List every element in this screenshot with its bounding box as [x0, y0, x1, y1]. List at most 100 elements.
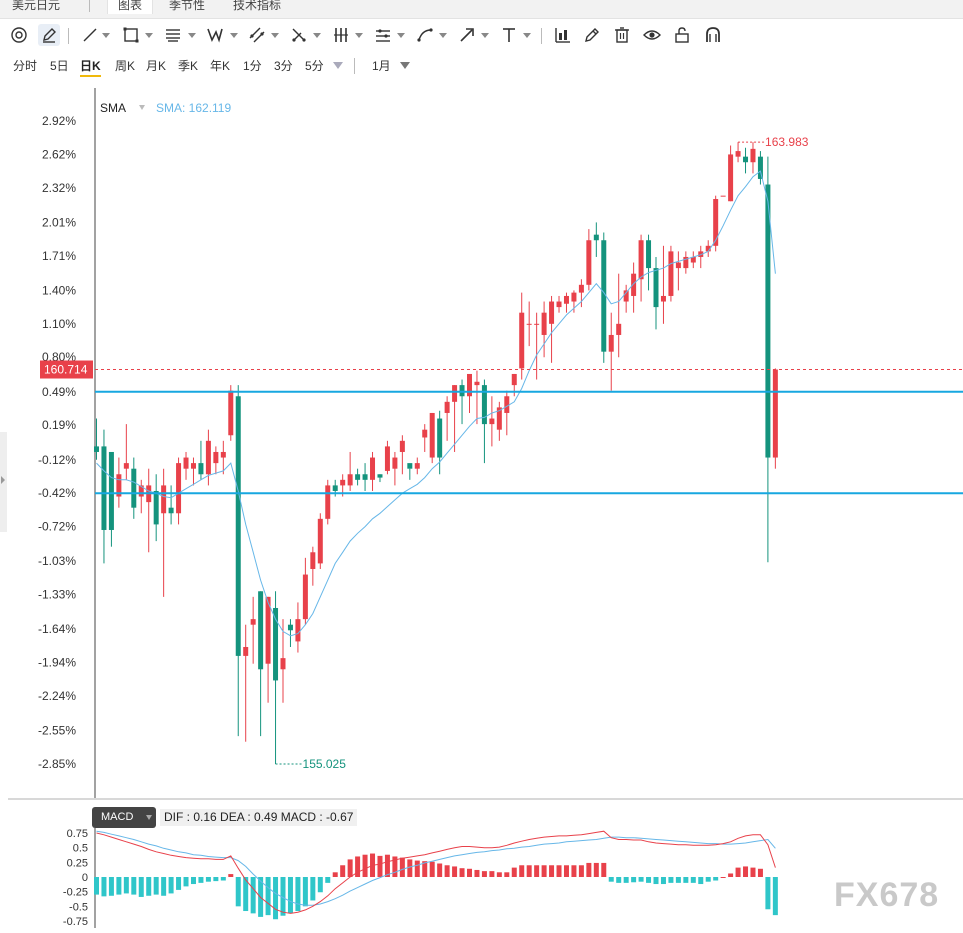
macd-bar — [437, 863, 443, 877]
pattern-tool-icon[interactable] — [204, 24, 226, 46]
current-price-box — [40, 360, 93, 379]
macd-bar — [123, 877, 129, 894]
macd-bar — [474, 869, 480, 877]
macd-bar — [757, 868, 763, 877]
sma-chevron-icon[interactable] — [139, 105, 145, 110]
chart-type-icon[interactable] — [552, 24, 574, 46]
chevron-down-icon[interactable] — [397, 33, 405, 38]
macd-tick-label: -0.5 — [69, 901, 88, 913]
macd-bar — [355, 856, 361, 877]
chevron-down-icon[interactable] — [188, 33, 196, 38]
line-tool-icon[interactable] — [79, 24, 101, 46]
chevron-down-icon[interactable] — [333, 62, 343, 69]
macd-chart[interactable]: 0.75 0.5 0.25 0 -0.25 -0.5 -0.75 — [0, 828, 963, 928]
tab-indicators[interactable]: 技术指标 — [233, 0, 282, 12]
candle-body — [161, 485, 167, 514]
range-select[interactable]: 1月 — [372, 59, 391, 73]
rectangle-tool-icon[interactable] — [120, 24, 142, 46]
period-monthly[interactable]: 月K — [146, 59, 167, 73]
watermark-logo: FX678 — [834, 876, 940, 914]
macd-bar — [467, 868, 472, 877]
macd-bar — [138, 877, 144, 897]
fibonacci-tool-icon[interactable] — [162, 24, 184, 46]
candle-body — [340, 479, 346, 486]
chart-settings-icon[interactable] — [8, 24, 30, 46]
candle-body — [265, 596, 271, 664]
period-weekly[interactable]: 周K — [115, 59, 136, 73]
candle-body — [556, 301, 562, 308]
period-3min[interactable]: 3分 — [274, 59, 293, 73]
candle-body — [183, 457, 189, 469]
chevron-down-icon[interactable] — [313, 33, 321, 38]
macd-bar — [243, 877, 249, 912]
macd-bar — [176, 877, 182, 890]
period-daily[interactable]: 日K — [80, 57, 101, 77]
chevron-down-icon[interactable] — [145, 33, 153, 38]
trash-icon[interactable] — [611, 24, 633, 46]
parallel-lines-icon[interactable] — [372, 24, 394, 46]
period-yearly[interactable]: 年K — [210, 59, 231, 73]
period-quarterly[interactable]: 季K — [178, 59, 199, 73]
period-5min[interactable]: 5分 — [305, 59, 324, 73]
price-tick-label: -1.64% — [38, 622, 76, 636]
chevron-down-icon[interactable] — [271, 33, 279, 38]
macd-axis: 0.75 0.5 0.25 0 -0.25 -0.5 -0.75 — [63, 828, 88, 928]
panel-divider[interactable] — [8, 798, 963, 800]
candle-body — [772, 369, 778, 458]
shape-tool-icon[interactable] — [414, 24, 436, 46]
macd-bar — [683, 877, 689, 883]
chevron-down-icon[interactable] — [439, 33, 447, 38]
trend-channel-icon[interactable] — [246, 24, 268, 46]
macd-bar — [608, 877, 614, 882]
chevron-down-icon[interactable] — [355, 33, 363, 38]
eye-icon[interactable] — [641, 24, 663, 46]
sidebar-toggle[interactable] — [0, 432, 7, 532]
arrow-tool-icon[interactable] — [456, 24, 478, 46]
text-tool-icon[interactable] — [498, 24, 520, 46]
measure-tool-icon[interactable] — [288, 24, 310, 46]
price-tick-label: 2.01% — [42, 215, 76, 229]
horizontal-lines[interactable] — [95, 390, 963, 495]
macd-bar — [131, 877, 137, 895]
candle-body — [578, 284, 584, 293]
tab-chart[interactable]: 图表 — [107, 0, 154, 14]
macd-bar — [235, 877, 241, 907]
candle-body — [698, 251, 704, 257]
chevron-down-icon[interactable] — [481, 33, 489, 38]
macd-bar — [220, 877, 226, 881]
chevron-down-icon[interactable] — [523, 33, 531, 38]
brush-icon[interactable] — [38, 24, 60, 46]
candle-body — [228, 390, 234, 436]
macd-bar — [340, 865, 346, 877]
candle-body — [437, 418, 443, 458]
macd-bar — [489, 871, 495, 877]
vertical-lines-icon[interactable] — [330, 24, 352, 46]
candles — [94, 142, 778, 764]
period-5day[interactable]: 5日 — [50, 59, 69, 73]
macd-tick-label: 0 — [82, 872, 88, 884]
macd-bar — [422, 861, 428, 877]
candle-body — [153, 490, 159, 525]
candle-body — [459, 385, 465, 397]
macd-bar — [601, 862, 607, 877]
candle-body — [325, 485, 331, 519]
macd-bar — [414, 860, 420, 877]
tab-seasonality[interactable]: 季节性 — [169, 0, 206, 12]
period-1min[interactable]: 1分 — [243, 59, 262, 73]
pencil-icon[interactable] — [581, 24, 603, 46]
macd-bar — [116, 877, 122, 895]
macd-bar — [519, 865, 525, 877]
period-intraday[interactable]: 分时 — [13, 59, 38, 73]
macd-bar — [302, 877, 308, 907]
tab-symbol[interactable]: 美元日元 — [12, 0, 61, 12]
chevron-down-icon[interactable] — [400, 62, 410, 69]
price-chart[interactable]: SMA SMA: 162.119 2.92% 2.62% 2.32% 2.01% 1.7… — [0, 88, 963, 798]
chevron-down-icon[interactable] — [230, 33, 238, 38]
magnet-icon[interactable] — [702, 24, 724, 46]
macd-bar — [578, 865, 584, 877]
lock-icon[interactable] — [671, 24, 693, 46]
candle-body — [377, 474, 383, 478]
macd-bar — [459, 868, 465, 877]
chevron-down-icon[interactable] — [102, 33, 110, 38]
macd-indicator-button[interactable]: MACD — [92, 807, 156, 828]
